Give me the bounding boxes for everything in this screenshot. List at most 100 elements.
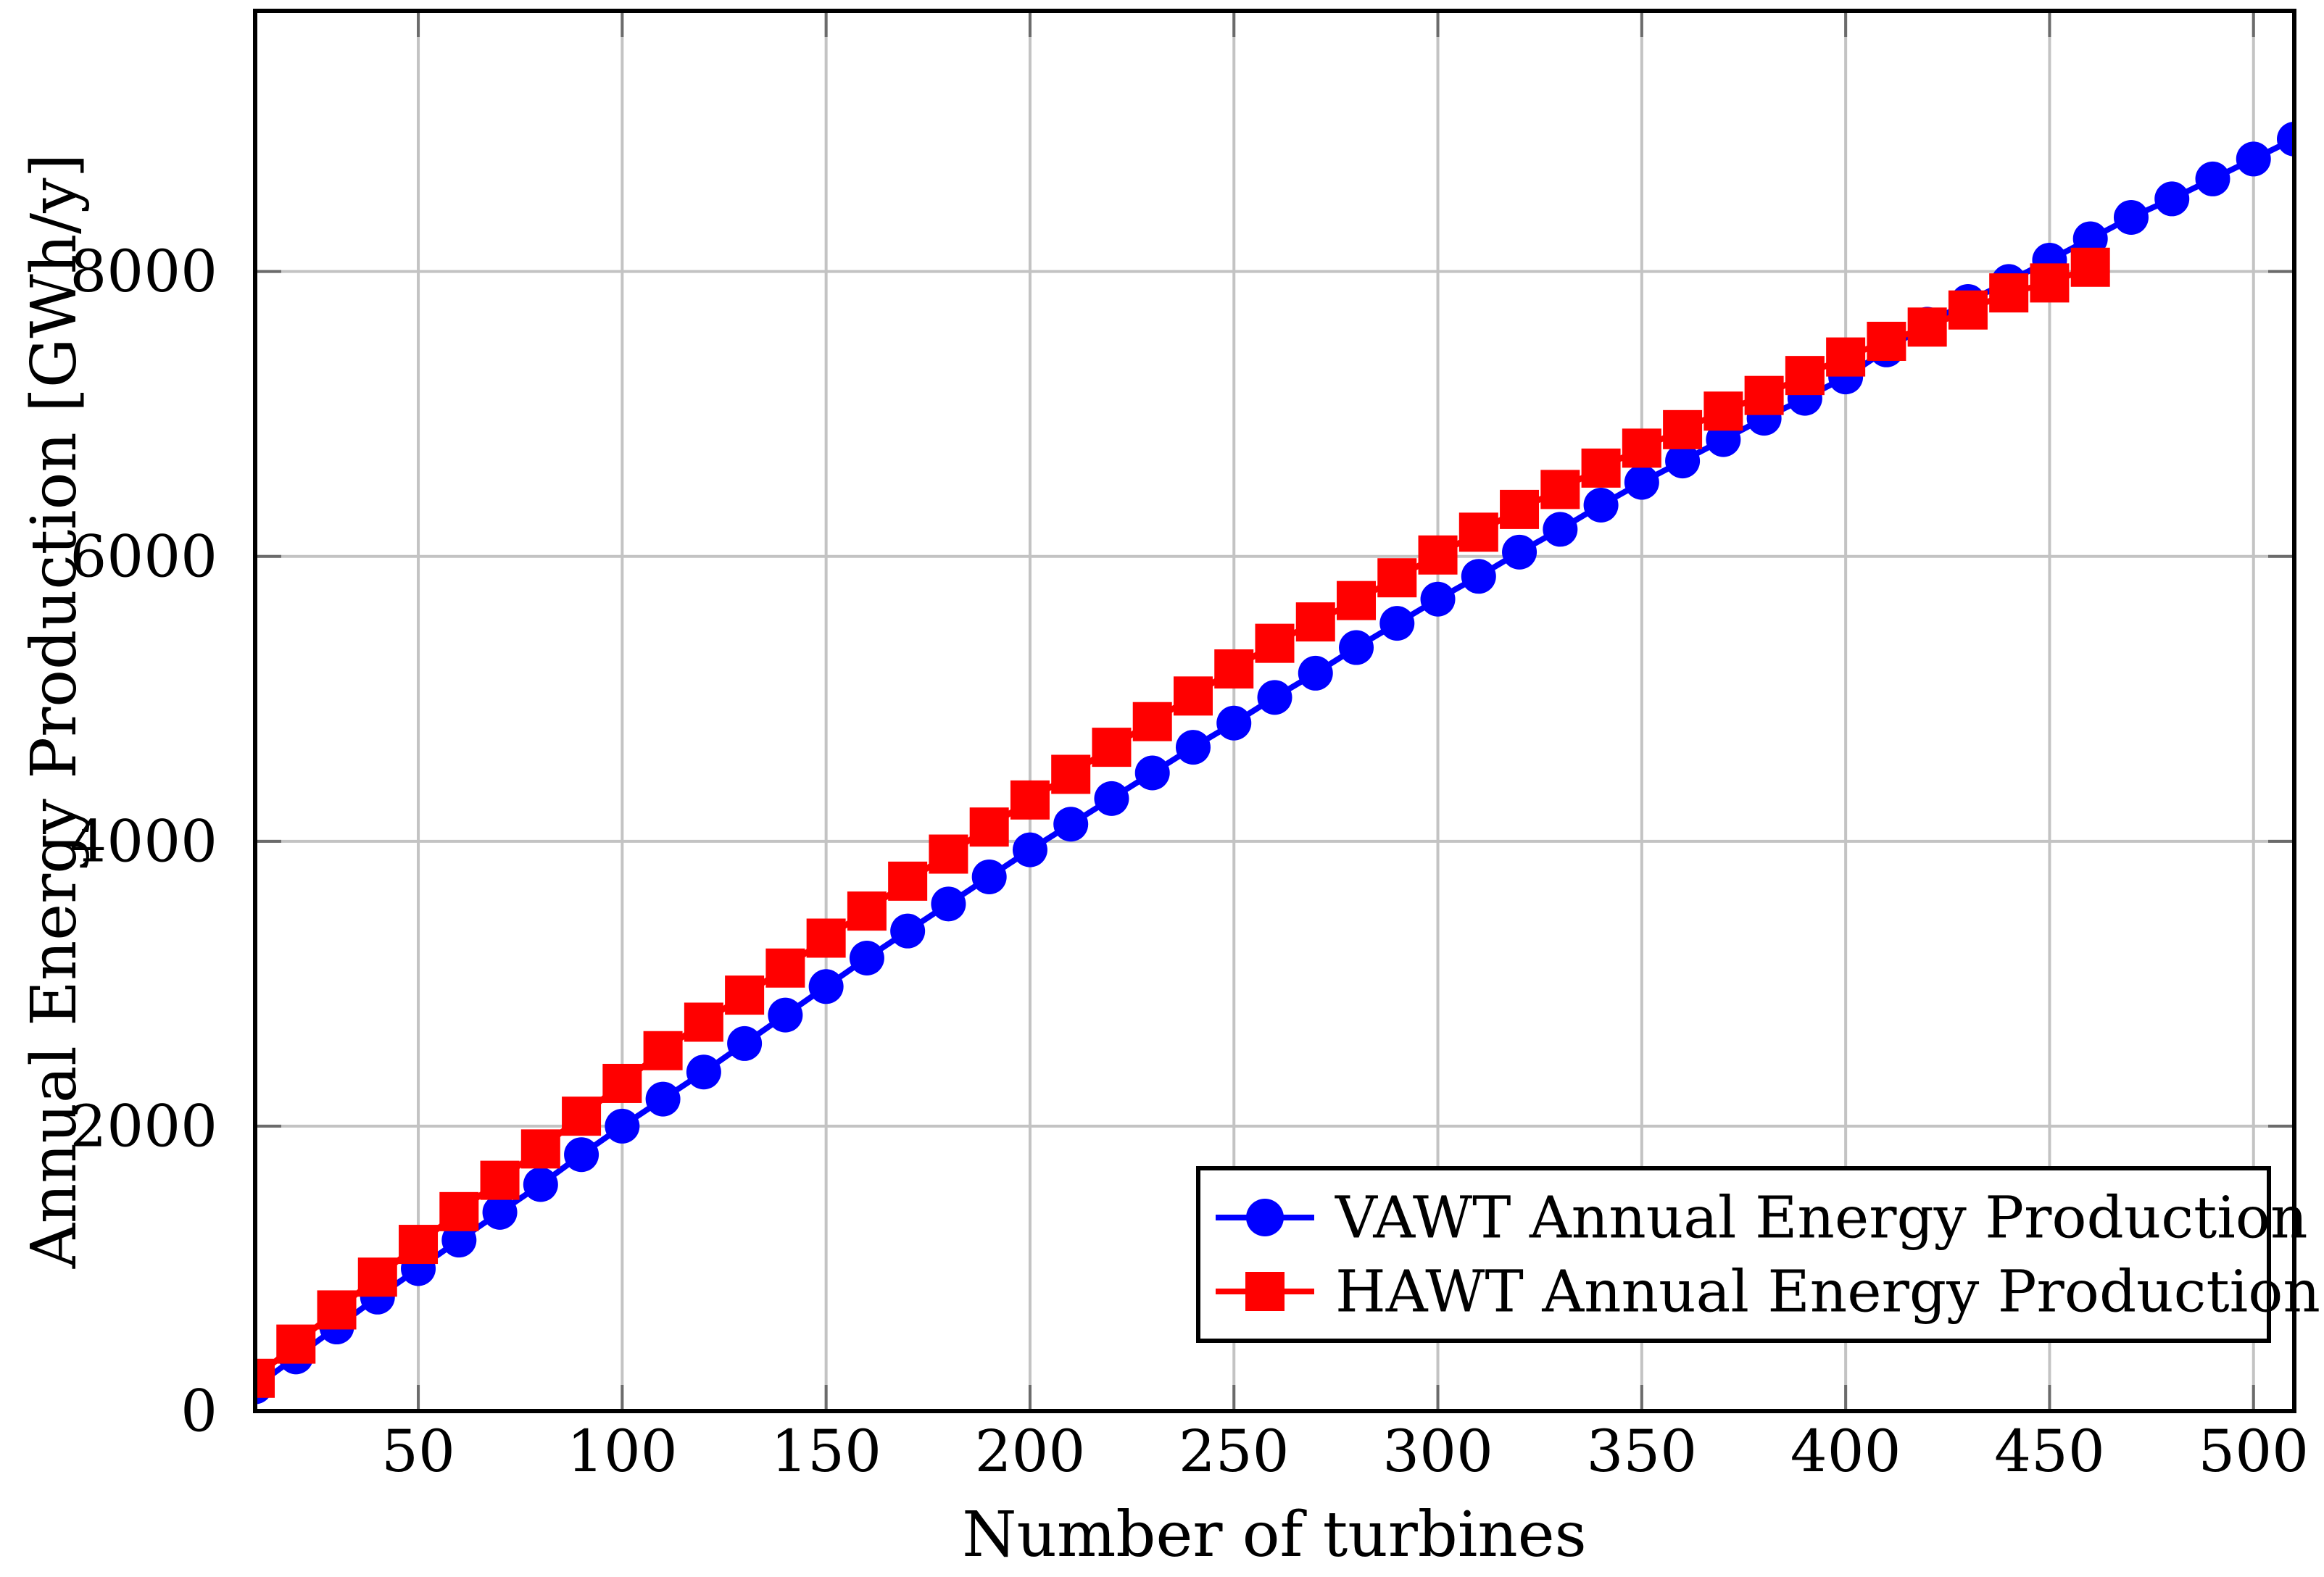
hawt-data-point-marker <box>1255 623 1295 663</box>
y-tick-label: 0 <box>180 1378 217 1445</box>
y-tick-label: 4000 <box>70 807 217 875</box>
vawt-data-point-marker <box>808 969 844 1004</box>
hawt-data-point-marker <box>684 1002 723 1042</box>
vawt-data-point-marker <box>564 1137 599 1173</box>
x-tick-label: 200 <box>975 1418 1086 1485</box>
vawt-data-point-marker <box>2154 181 2190 217</box>
hawt-data-point-marker <box>806 918 846 958</box>
hawt-data-point-marker <box>1581 448 1621 488</box>
vawt-data-point-marker <box>2236 141 2271 177</box>
y-tick-label: 8000 <box>70 238 217 305</box>
vawt-data-point-marker <box>1624 465 1659 500</box>
vawt-data-point-marker <box>1257 680 1292 715</box>
hawt-data-point-marker <box>643 1031 683 1070</box>
hawt-data-point-marker <box>2070 247 2110 287</box>
hawt-data-point-marker <box>520 1129 560 1169</box>
y-axis-label: Annual Energy Production [GWh/y] <box>18 154 91 1270</box>
vawt-data-point-marker <box>686 1054 721 1090</box>
vawt-data-point-marker <box>1216 705 1252 741</box>
hawt-data-point-marker <box>1622 428 1661 468</box>
x-tick-label: 500 <box>2198 1418 2309 1485</box>
hawt-data-point-marker <box>1377 558 1417 598</box>
legend-label-hawt: HAWT Annual Energy Production <box>1335 1258 2320 1326</box>
hawt-data-point-marker <box>1500 489 1540 529</box>
hawt-data-point-marker <box>439 1191 479 1231</box>
y-tick-labels: 0 2000 4000 6000 8000 <box>70 238 217 1444</box>
vawt-data-point-marker <box>2072 221 2108 257</box>
legend-entry-vawt: VAWT Annual Energy Production <box>1216 1184 2307 1252</box>
x-tick-labels: 50 100 150 200 250 300 350 400 450 500 <box>381 1418 2309 1485</box>
hawt-data-point-marker <box>1540 470 1580 509</box>
vawt-data-point-marker <box>768 997 803 1033</box>
vawt-data-point-marker <box>1583 487 1619 523</box>
hawt-data-point-marker <box>317 1290 357 1330</box>
hawt-data-point-marker <box>1948 290 1988 330</box>
vawt-data-point-marker <box>971 859 1007 894</box>
hawt-data-point-marker <box>1132 702 1172 741</box>
vawt-data-point-marker <box>441 1223 477 1258</box>
vawt-data-point-marker <box>931 886 966 922</box>
hawt-data-point-marker <box>969 807 1009 847</box>
vawt-data-point-marker <box>1543 512 1578 547</box>
vawt-data-point-marker <box>645 1081 681 1117</box>
vawt-data-point-marker <box>2277 121 2294 157</box>
x-axis-label: Number of turbines <box>962 1499 1587 1571</box>
hawt-data-point-marker <box>1092 728 1132 767</box>
hawt-data-point-marker <box>480 1160 520 1200</box>
hawt-data-point-marker <box>847 891 887 931</box>
x-tick-label: 100 <box>567 1418 678 1485</box>
hawt-line <box>255 265 2092 1381</box>
y-tick-label: 2000 <box>70 1092 217 1160</box>
vawt-data-point-marker <box>849 940 884 975</box>
vawt-data-point-marker <box>1175 730 1211 765</box>
axis-ticks <box>255 11 2294 1412</box>
hawt-data-point-marker <box>1989 273 2029 313</box>
hawt-data-point-marker <box>929 834 968 874</box>
hawt-data-point-marker <box>1010 780 1050 820</box>
hawt-data-point-marker <box>1907 307 1947 347</box>
vawt-data-point-marker <box>1461 559 1496 594</box>
vawt-data-point-marker <box>1339 630 1374 665</box>
hawt-data-point-marker <box>399 1225 439 1265</box>
vawt-data-point-marker <box>605 1108 640 1144</box>
hawt-data-point-marker <box>602 1063 642 1103</box>
x-tick-label: 300 <box>1382 1418 1493 1485</box>
vawt-data-point-marker <box>2113 199 2149 235</box>
hawt-data-point-marker <box>1295 602 1335 642</box>
vawt-data-point-marker <box>2195 161 2230 196</box>
hawt-data-point-marker <box>888 861 928 901</box>
hawt-data-point-marker <box>1663 409 1703 449</box>
hawt-data-point-marker <box>1744 375 1784 415</box>
vawt-data-point-marker <box>1379 606 1415 641</box>
hawt-data-point-marker <box>255 1358 275 1398</box>
x-tick-label: 450 <box>1994 1418 2105 1485</box>
hawt-data-point-marker <box>276 1324 316 1364</box>
vawt-circle-marker-icon <box>1246 1199 1284 1236</box>
hawt-data-point-marker <box>1703 391 1743 431</box>
hawt-data-point-marker <box>2030 263 2070 303</box>
vawt-data-point-marker <box>1094 781 1129 816</box>
hawt-data-point-marker <box>725 975 765 1015</box>
vawt-data-point-marker <box>1012 832 1047 867</box>
vawt-data-point-marker <box>1706 422 1741 457</box>
y-tick-label: 6000 <box>70 523 217 590</box>
hawt-data-point-marker <box>1337 581 1377 620</box>
data-series-layer <box>255 121 2294 1405</box>
vawt-data-point-marker <box>482 1194 518 1230</box>
legend-entry-hawt: HAWT Annual Energy Production <box>1216 1258 2320 1326</box>
vawt-data-point-marker <box>727 1025 763 1061</box>
x-tick-label: 150 <box>771 1418 881 1485</box>
hawt-data-point-marker <box>357 1257 397 1297</box>
vawt-data-point-marker <box>1134 755 1170 791</box>
hawt-data-point-marker <box>1785 356 1825 396</box>
hawt-data-point-marker <box>1418 535 1458 575</box>
x-tick-label: 350 <box>1586 1418 1697 1485</box>
hawt-data-point-marker <box>562 1097 602 1136</box>
x-tick-label: 50 <box>381 1418 455 1485</box>
vawt-data-point-marker <box>1298 655 1333 691</box>
vawt-data-point-marker <box>523 1167 558 1202</box>
hawt-square-marker-icon <box>1245 1272 1285 1311</box>
hawt-data-point-marker <box>1826 337 1866 377</box>
legend-label-vawt: VAWT Annual Energy Production <box>1335 1184 2307 1252</box>
